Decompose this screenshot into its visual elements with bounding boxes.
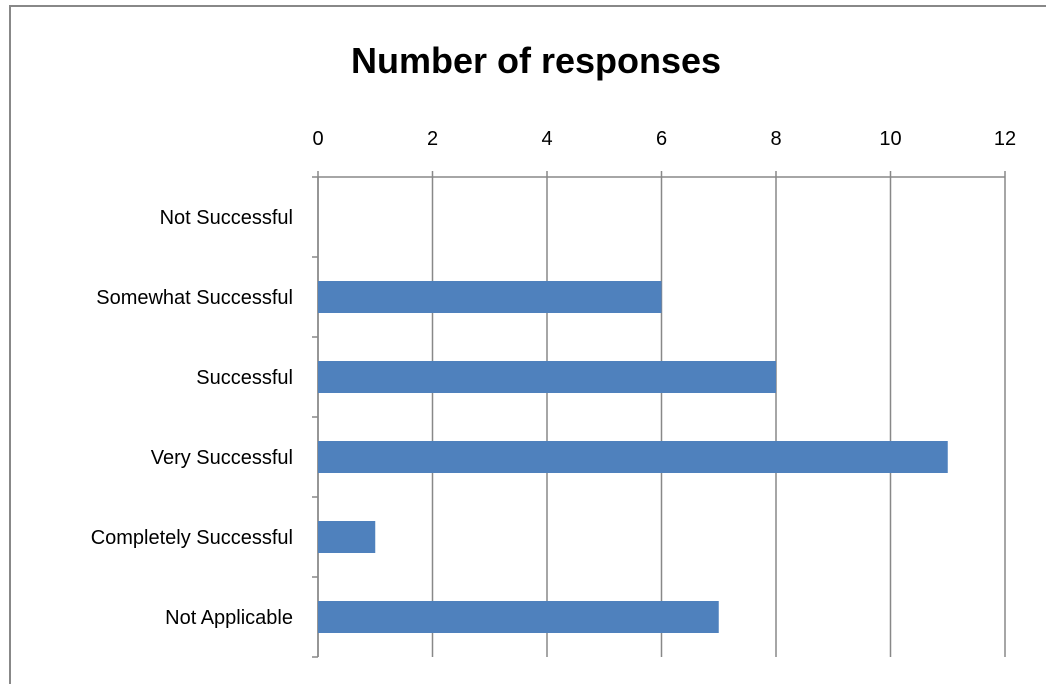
category-label: Successful — [196, 367, 293, 389]
bar-somewhat-successful — [318, 281, 662, 313]
x-tick-label-8: 8 — [770, 128, 781, 150]
x-tick-label-12: 12 — [994, 128, 1016, 150]
bar-very-successful — [318, 441, 948, 473]
chart-area-border — [9, 5, 1046, 689]
gridlines — [317, 171, 1006, 657]
category-label: Very Successful — [151, 447, 293, 469]
bar-not-applicable — [318, 601, 719, 633]
x-tick-label-10: 10 — [879, 128, 901, 150]
x-tick-label-6: 6 — [656, 128, 667, 150]
bars — [318, 281, 948, 633]
x-tick-label-2: 2 — [427, 128, 438, 150]
category-label: Somewhat Successful — [96, 287, 293, 309]
chart-title: Number of responses — [351, 40, 721, 81]
bar-completely-successful — [318, 521, 376, 553]
tick-labels: 0 2 4 6 8 10 12 — [312, 128, 1016, 150]
category-labels: Not Successful Somewhat Successful Success… — [91, 207, 293, 629]
x-tick-label-0: 0 — [312, 128, 323, 150]
category-label: Not Successful — [160, 207, 293, 229]
category-label: Not Applicable — [165, 607, 293, 629]
axes — [312, 176, 1005, 658]
bar-successful — [318, 361, 776, 393]
x-tick-label-4: 4 — [541, 128, 552, 150]
category-label: Completely Successful — [91, 527, 293, 549]
